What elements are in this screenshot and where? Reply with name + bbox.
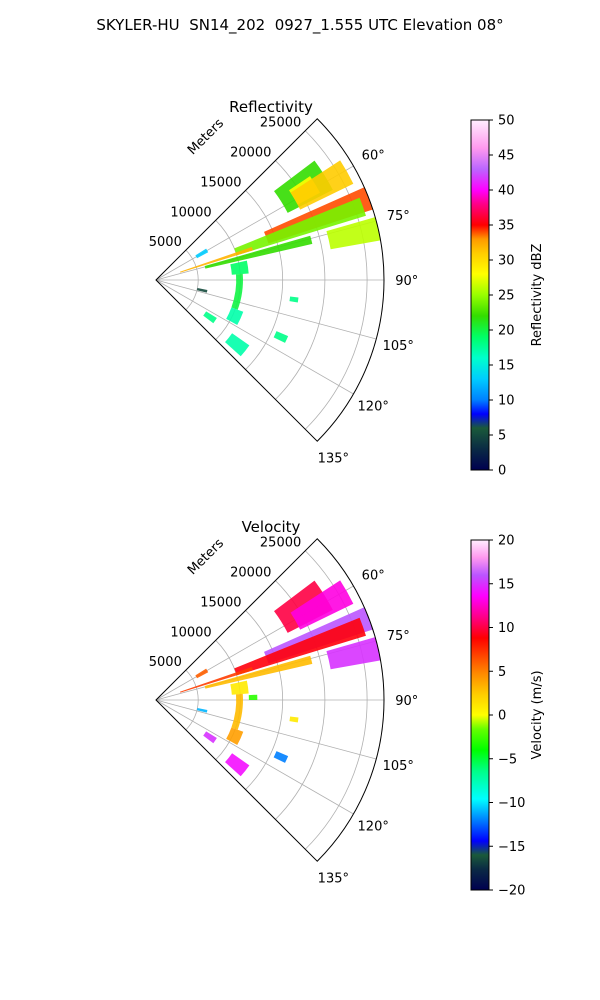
echo-region	[196, 708, 208, 713]
azimuth-tick-label: 60°	[362, 569, 385, 584]
colorbar-tick-label: 35	[498, 219, 515, 234]
colorbar-tick-label: −15	[498, 840, 525, 855]
radial-tick-label: 5000	[149, 655, 182, 670]
echo-region	[195, 248, 209, 259]
figure-title: SKYLER-HU SN14_202 0927_1.555 UTC Elevat…	[96, 16, 504, 34]
radial-tick-label: 10000	[170, 205, 211, 220]
echo-region	[226, 727, 244, 746]
colorbar-tick-label: −10	[498, 796, 525, 811]
azimuth-tick-label: 90°	[395, 694, 418, 709]
echo-region	[230, 260, 249, 275]
echo-region	[195, 668, 209, 679]
radial-tick-label: 15000	[200, 175, 241, 190]
azimuth-gridline	[155, 279, 354, 395]
colorbar-tick-label: 10	[498, 394, 515, 409]
echo-region	[203, 311, 217, 324]
echo-region	[204, 235, 313, 269]
azimuth-tick-label: 105°	[383, 339, 414, 354]
panel-title: Reflectivity	[229, 98, 313, 116]
azimuth-tick-label: 75°	[387, 209, 410, 224]
radial-tick-label: 25000	[260, 536, 301, 551]
colorbar-tick-label: 0	[498, 709, 506, 724]
azimuth-tick-label: 60°	[362, 149, 385, 164]
azimuth-gridline	[155, 699, 377, 760]
sector-outline	[155, 538, 385, 862]
colorbar-label: Velocity (m/s)	[530, 670, 545, 759]
echo-region	[290, 160, 354, 210]
echo-region	[225, 753, 250, 777]
azimuth-gridline	[155, 699, 354, 815]
colorbar-label: Reflectivity dBZ	[530, 244, 545, 347]
echo-region	[289, 296, 299, 303]
azimuth-tick-label: 90°	[395, 274, 418, 289]
echo-region	[290, 580, 354, 630]
radial-tick-label: 5000	[149, 235, 182, 250]
colorbar-tick-label: 40	[498, 184, 515, 199]
echo-region	[326, 637, 381, 670]
azimuth-tick-label: 105°	[383, 759, 414, 774]
echo-region	[289, 716, 299, 723]
azimuth-tick-label: 135°	[318, 871, 349, 886]
colorbar-tick-label: 15	[498, 577, 515, 592]
radial-tick-label: 20000	[230, 146, 271, 161]
azimuth-tick-label: 75°	[387, 629, 410, 644]
colorbar-tick-label: 25	[498, 289, 515, 304]
colorbar-tick-label: 10	[498, 621, 515, 636]
colorbar-tick-label: 30	[498, 254, 515, 269]
azimuth-tick-label: 120°	[358, 399, 389, 414]
colorbar-tick-label: 15	[498, 359, 515, 374]
azimuth-tick-label: 135°	[318, 451, 349, 466]
radial-axis-label: Meters	[185, 536, 227, 578]
echo-region	[326, 217, 381, 250]
colorbar-tick-label: 5	[498, 429, 506, 444]
echo-region	[248, 694, 258, 700]
echo-region	[273, 751, 289, 763]
echo-region	[204, 655, 313, 689]
radial-tick-label: 15000	[200, 595, 241, 610]
colorbar	[470, 539, 490, 891]
echo-region	[273, 331, 289, 343]
echo-region	[203, 731, 217, 744]
echo-region	[225, 333, 250, 357]
echo-region	[179, 247, 253, 273]
panel-reflectivity: Reflectivity 5000 10000 15000 20000 25000 Mete…	[149, 98, 545, 479]
echo-region	[231, 693, 243, 730]
radial-tick-label: 20000	[230, 566, 271, 581]
radial-axis-label: Meters	[185, 116, 227, 158]
colorbar-tick-label: 20	[498, 534, 515, 549]
colorbar-tick-label: 20	[498, 324, 515, 339]
panel-velocity: Velocity 5000 10000 15000 20000 25000 Meters 60…	[149, 518, 545, 899]
radial-tick-label: 10000	[170, 625, 211, 640]
azimuth-gridline	[155, 279, 377, 340]
echo-region	[179, 667, 253, 693]
colorbar-tick-label: −5	[498, 752, 517, 767]
colorbar	[470, 119, 490, 471]
echo-region	[234, 617, 366, 676]
radial-tick-label: 25000	[260, 116, 301, 131]
echo-region	[231, 273, 243, 310]
echo-region	[196, 288, 208, 293]
panel-title: Velocity	[242, 518, 301, 536]
colorbar-tick-label: 0	[498, 464, 506, 479]
sector-outline	[155, 118, 385, 442]
echo-region	[234, 197, 366, 256]
colorbar-tick-label: −20	[498, 884, 525, 899]
colorbar-tick-label: 50	[498, 114, 515, 129]
azimuth-tick-label: 120°	[358, 819, 389, 834]
echo-region	[230, 680, 249, 695]
colorbar-tick-label: 5	[498, 665, 506, 680]
colorbar-tick-label: 45	[498, 149, 515, 164]
echo-region	[226, 307, 244, 326]
